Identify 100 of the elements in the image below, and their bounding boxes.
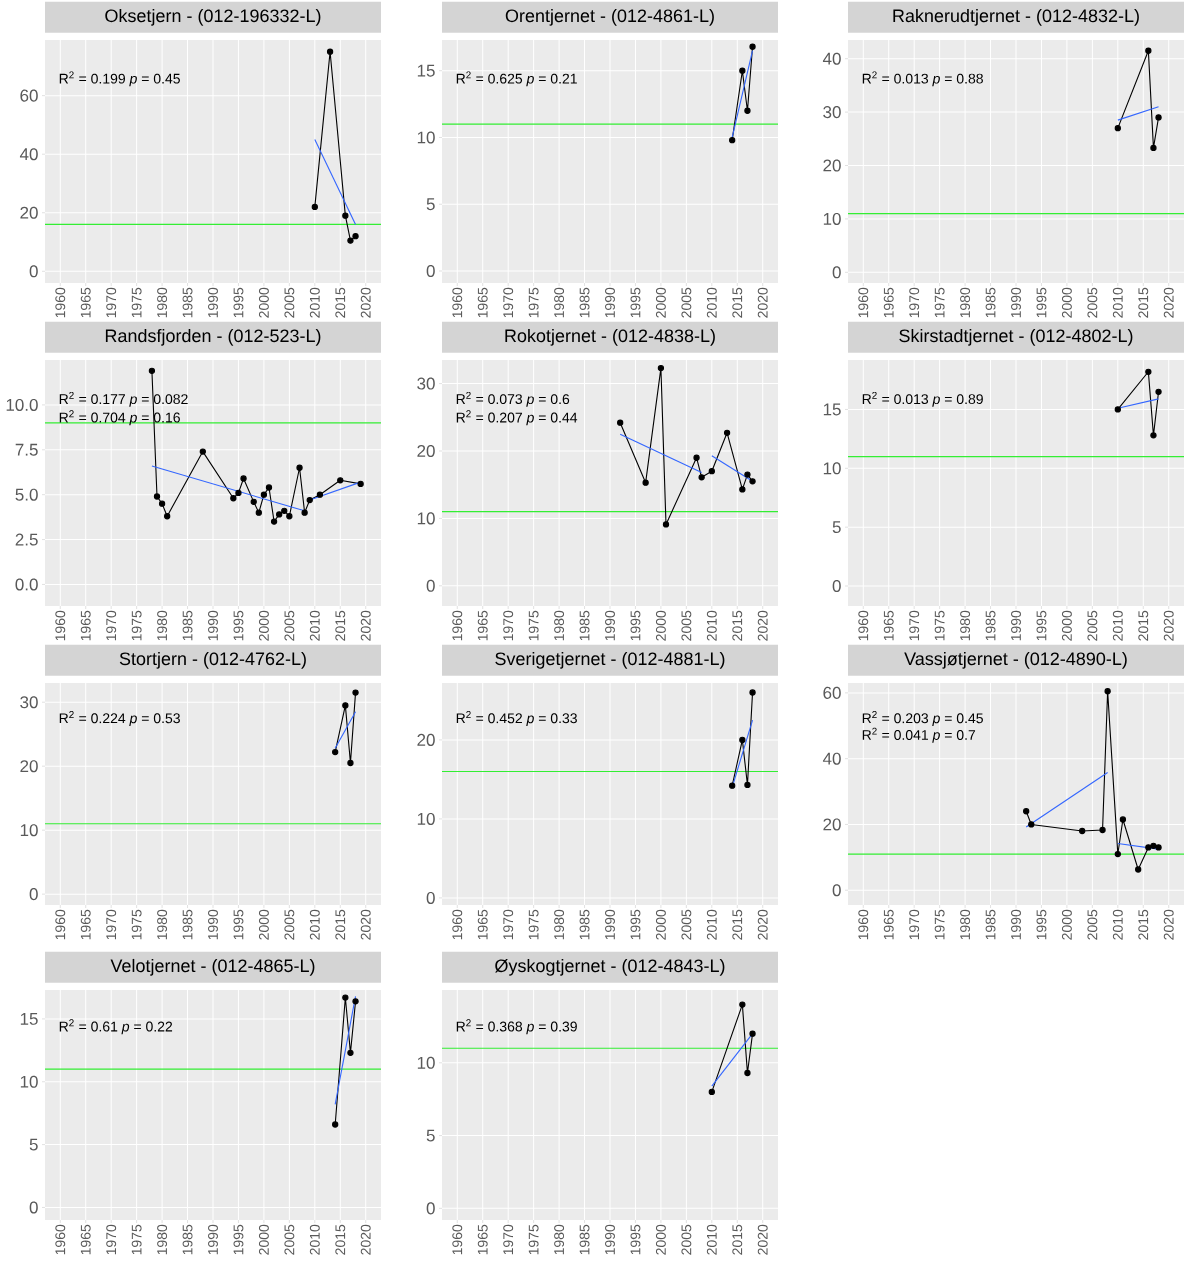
x-tick-label: 2010 [706,287,717,318]
x-tick-label: 1990 [1011,909,1021,940]
y-tick-label: 20 [823,818,841,831]
y-tick-label: 5 [29,1138,38,1151]
x-tick-label: 1985 [182,610,193,641]
x-tick-label: 2000 [1061,287,1072,318]
point [326,48,334,55]
x-tick-label: 1960 [452,287,463,318]
point [749,43,756,50]
x-tick-label: 1990 [605,909,615,940]
annotation: R$^{2}$ = 0.199 p = 0.45 [59,71,180,87]
point [1155,844,1162,851]
chart-title: Skirstadtjernet - (012-4802-L) [899,328,1133,346]
x-tick-label: 2020 [757,1224,768,1255]
y-tick-label: 10 [417,812,435,825]
point [708,1088,715,1096]
point [1145,844,1152,851]
point [347,1049,354,1056]
chart-title: Randsfjorden - (012-523-L) [105,328,321,346]
x-tick-label: 1985 [182,909,193,940]
point [1155,114,1162,121]
y-tick-label: 40 [822,752,841,765]
point [744,107,751,114]
point [1150,432,1157,439]
x-tick-label: 2010 [309,1224,320,1255]
x-tick-label: 2015 [1138,610,1149,641]
x-tick-label: 1965 [883,909,894,940]
y-tick-label: 60 [20,89,38,102]
x-tick-label: 1980 [960,287,971,318]
point [286,513,293,520]
x-tick-label: 1990 [1011,610,1021,641]
x-tick-label: 1980 [157,909,168,940]
y-tick-label: 0 [29,265,38,278]
x-tick-label: 2020 [1163,287,1174,318]
y-tick-label: 0 [426,264,435,278]
point [250,498,257,506]
point [164,513,171,520]
x-tick-label: 1980 [554,909,565,940]
chart-title: Orentjernet - (012-4861-L) [505,8,714,26]
point [642,479,649,486]
x-tick-label: 2010 [1112,287,1123,318]
point [744,781,751,789]
x-tick-label: 1995 [630,287,641,318]
x-tick-label: 1990 [605,1224,615,1255]
x-tick-label: 2010 [309,610,320,641]
x-tick-label: 1975 [528,909,539,940]
x-tick-label: 2005 [284,909,295,940]
point [316,491,324,498]
x-tick-label: 2010 [309,287,320,318]
point [352,233,359,240]
point [332,748,339,756]
y-tick-label: 0 [832,579,841,593]
x-tick-label: 1985 [579,610,590,641]
point [1150,842,1157,849]
y-tick-label: 10 [20,824,38,837]
x-tick-label: 1960 [858,610,869,641]
y-tick-label: 5 [426,1129,435,1142]
point [749,689,756,696]
x-tick-label: 1975 [131,1224,142,1255]
x-tick-label: 1975 [131,610,142,641]
x-tick-label: 2000 [1061,909,1072,940]
y-tick-label: 7.5 [15,443,38,456]
annotation: R$^{2}$ = 0.61 p = 0.22 [59,1019,173,1035]
x-tick-label: 2020 [360,610,371,641]
x-tick-label: 2005 [681,287,692,318]
y-tick-label: 20 [20,760,38,773]
point [281,507,288,514]
point [158,500,166,507]
point [270,518,278,525]
x-tick-label: 2010 [706,610,717,641]
x-tick-label: 1995 [1036,909,1047,940]
x-tick-label: 1960 [55,287,66,318]
x-tick-label: 2015 [732,909,743,940]
x-tick-label: 2020 [1163,909,1174,940]
point [1145,368,1152,375]
x-tick-label: 1980 [157,1224,168,1255]
point [1079,827,1086,835]
point [1114,124,1121,132]
x-tick-label: 1980 [157,287,168,318]
x-tick-label: 2000 [258,1224,269,1255]
x-tick-label: 1995 [1036,287,1047,318]
annotation: R$^{2}$ = 0.224 p = 0.53 [59,711,180,727]
chart-title: Oksetjern - (012-196332-L) [105,8,321,26]
y-tick-label: 5 [426,198,435,211]
x-tick-label: 1965 [477,1224,488,1255]
x-tick-label: 2020 [757,610,768,641]
point [1135,866,1142,873]
point [1099,826,1106,834]
x-tick-label: 2005 [1087,610,1098,641]
point [342,994,349,1001]
point [332,1121,339,1128]
x-tick-label: 1965 [80,909,91,940]
y-tick-label: 10 [20,1075,38,1088]
x-tick-label: 2010 [706,1224,717,1255]
y-tick-label: 30 [20,696,38,709]
x-tick-label: 1965 [80,1224,91,1255]
point [708,468,715,475]
x-tick-label: 1985 [985,610,996,641]
x-tick-label: 1980 [554,287,565,318]
point [148,367,156,374]
